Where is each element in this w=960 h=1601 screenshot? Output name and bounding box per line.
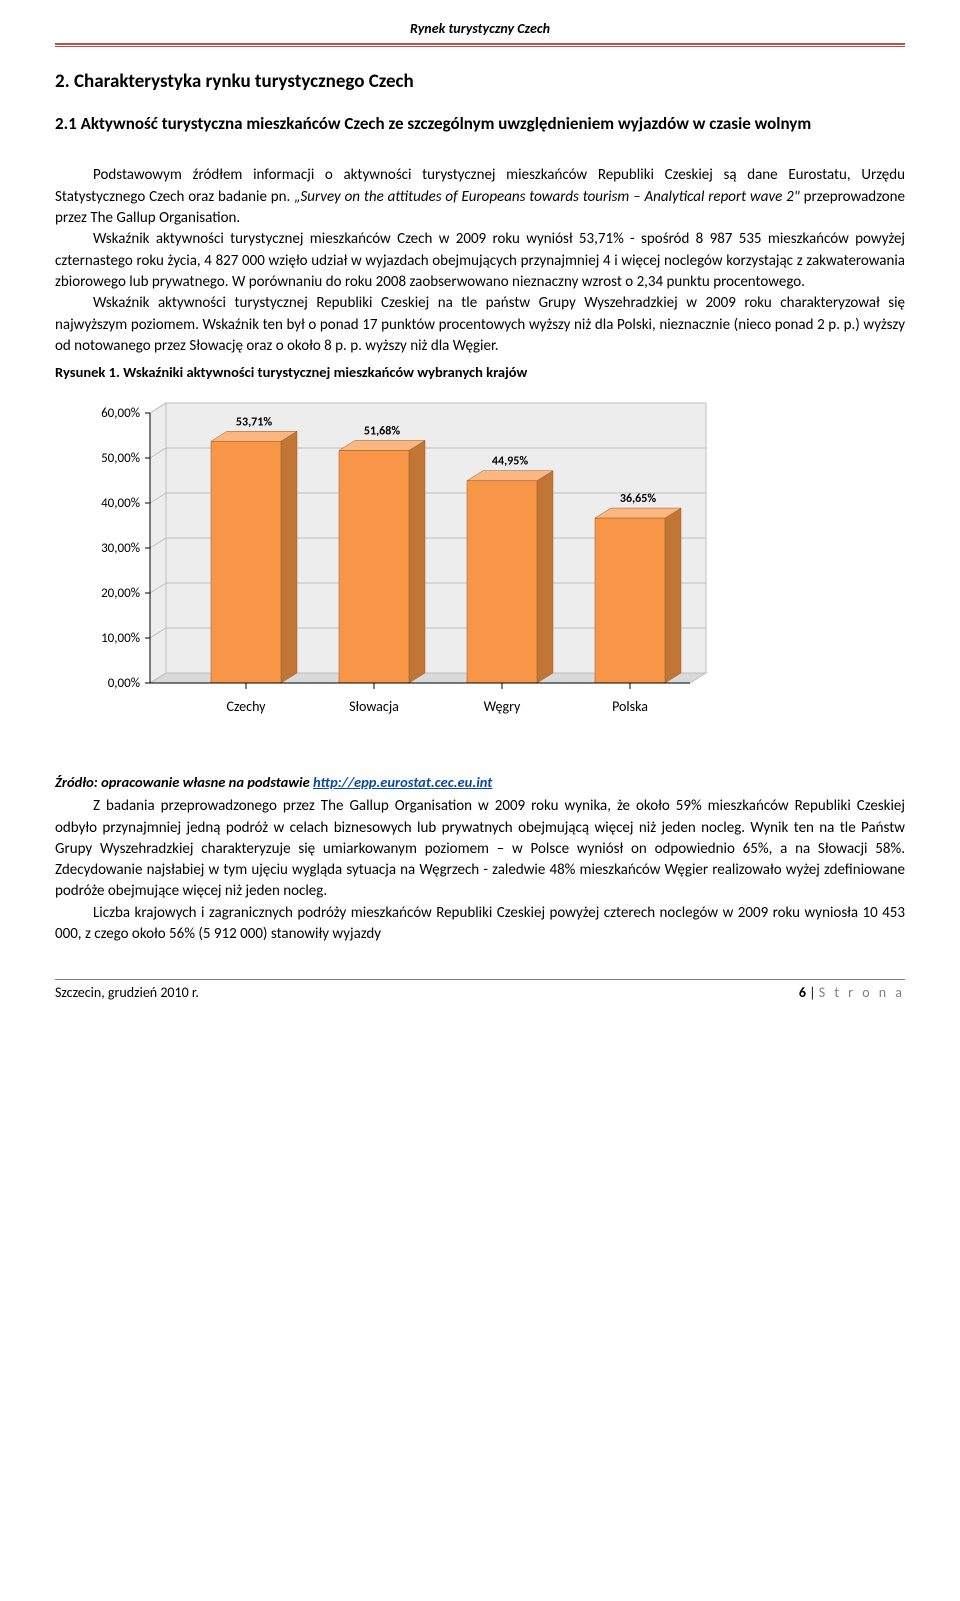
footer-left: Szczecin, grudzień 2010 r. bbox=[55, 984, 199, 1003]
paragraph-5: Liczba krajowych i zagranicznych podróży… bbox=[55, 903, 905, 946]
svg-text:Czechy: Czechy bbox=[227, 698, 267, 715]
svg-text:10,00%: 10,00% bbox=[101, 631, 140, 646]
source-link[interactable]: http://epp.eurostat.cec.eu.int bbox=[313, 773, 492, 791]
svg-text:Węgry: Węgry bbox=[484, 698, 521, 715]
page-separator: | bbox=[809, 984, 819, 1001]
header-divider bbox=[55, 43, 905, 47]
p1-part-italic: „Survey on the attitudes of Europeans to… bbox=[294, 188, 800, 206]
paragraph-2: Wskaźnik aktywności turystycznej mieszka… bbox=[55, 229, 905, 293]
paragraph-3: Wskaźnik aktywności turystycznej Republi… bbox=[55, 293, 905, 357]
source-prefix: Źródło: opracowanie własne na podstawie bbox=[55, 773, 313, 791]
svg-text:Polska: Polska bbox=[612, 698, 648, 715]
svg-text:20,00%: 20,00% bbox=[101, 586, 140, 601]
svg-text:44,95%: 44,95% bbox=[492, 454, 528, 468]
page-footer: Szczecin, grudzień 2010 r. 6 | S t r o n… bbox=[55, 979, 905, 1003]
running-header: Rynek turystyczny Czech bbox=[55, 20, 905, 39]
svg-text:36,65%: 36,65% bbox=[620, 492, 656, 506]
section-heading: 2. Charakterystyka rynku turystycznego C… bbox=[55, 69, 905, 95]
figure-1-title: Rysunek 1. Wskaźniki aktywności turystyc… bbox=[55, 363, 905, 383]
svg-text:50,00%: 50,00% bbox=[101, 451, 140, 466]
svg-text:Słowacja: Słowacja bbox=[349, 698, 399, 715]
svg-text:60,00%: 60,00% bbox=[101, 406, 140, 421]
subsection-heading: 2.1 Aktywność turystyczna mieszkańców Cz… bbox=[55, 113, 905, 136]
paragraph-4: Z badania przeprowadzonego przez The Gal… bbox=[55, 796, 905, 902]
svg-text:51,68%: 51,68% bbox=[364, 424, 400, 438]
footer-right: 6 | S t r o n a bbox=[799, 984, 905, 1003]
bar-chart-svg: 0,00% 10,00% 20,00% 30,00% 40,00% 50,00% 60,00… bbox=[55, 395, 775, 755]
paragraph-1: Podstawowym źródłem informacji o aktywno… bbox=[55, 165, 905, 229]
figure-1-chart: 0,00% 10,00% 20,00% 30,00% 40,00% 50,00% 60,00… bbox=[55, 395, 905, 755]
figure-1-source: Źródło: opracowanie własne na podstawie … bbox=[55, 773, 905, 793]
page-number: 6 bbox=[799, 984, 806, 1001]
svg-text:40,00%: 40,00% bbox=[101, 496, 140, 511]
svg-text:0,00%: 0,00% bbox=[108, 676, 140, 691]
svg-text:53,71%: 53,71% bbox=[236, 415, 272, 429]
svg-text:30,00%: 30,00% bbox=[101, 541, 140, 556]
page-word: S t r o n a bbox=[819, 984, 905, 1001]
